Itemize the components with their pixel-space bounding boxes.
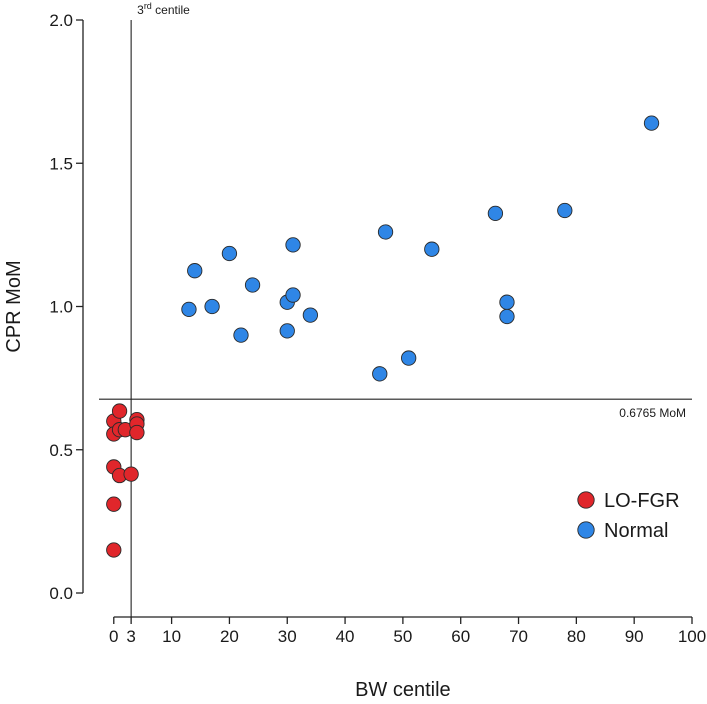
point-normal xyxy=(285,287,301,303)
point-normal xyxy=(372,366,388,382)
legend-marker-normal xyxy=(577,521,595,539)
x-ticks: 0 3 10 20 30 40 50 60 70 80 90 100 xyxy=(109,617,706,646)
point-normal xyxy=(643,115,660,131)
x-tick-label: 10 xyxy=(162,627,181,646)
y-tick-label: 0.0 xyxy=(49,584,73,603)
x-axis-title: BW centile xyxy=(355,679,451,701)
point-lo-fgr xyxy=(123,466,139,482)
y-tick-label: 0.5 xyxy=(49,441,73,460)
point-normal xyxy=(377,224,394,240)
third-centile-label: 3rd centile xyxy=(137,1,190,17)
legend: LO-FGR Normal xyxy=(577,490,680,542)
point-normal xyxy=(221,245,238,262)
point-normal xyxy=(302,307,319,323)
x-tick-label: 3 xyxy=(126,627,135,646)
point-lo-fgr xyxy=(129,424,145,441)
point-normal xyxy=(181,301,197,318)
point-normal xyxy=(279,323,295,339)
point-normal xyxy=(401,350,417,366)
y-ticks: 0.0 0.5 1.0 1.5 2.0 xyxy=(49,11,83,603)
x-tick-label: 30 xyxy=(278,627,297,646)
point-normal xyxy=(487,205,504,222)
data-points xyxy=(106,115,660,558)
point-normal xyxy=(187,263,203,279)
point-lo-fgr xyxy=(106,496,122,512)
y-tick-label: 1.0 xyxy=(49,298,73,317)
x-tick-label: 90 xyxy=(625,627,644,646)
legend-marker-lo-fgr xyxy=(577,491,595,509)
axes xyxy=(82,20,692,618)
x-tick-label: 80 xyxy=(567,627,586,646)
third-centile-label-rest: centile xyxy=(152,3,190,17)
point-lo-fgr xyxy=(106,542,122,558)
cutoff-mom-label: 0.6765 MoM xyxy=(619,406,686,420)
point-lo-fgr xyxy=(111,403,128,419)
point-normal xyxy=(244,277,261,293)
y-tick-label: 2.0 xyxy=(49,11,73,30)
point-normal xyxy=(204,298,220,315)
legend-label-lo-fgr: LO-FGR xyxy=(604,490,680,512)
x-tick-label: 50 xyxy=(393,627,412,646)
point-normal xyxy=(499,308,515,325)
point-normal xyxy=(233,327,249,343)
y-tick-label: 1.5 xyxy=(49,154,73,173)
point-normal xyxy=(499,294,515,310)
third-centile-label-base: 3 xyxy=(137,3,144,17)
x-tick-label: 60 xyxy=(451,627,470,646)
third-centile-label-sup: rd xyxy=(144,1,152,11)
x-tick-label: 20 xyxy=(220,627,239,646)
point-normal xyxy=(424,241,440,257)
x-tick-label: 0 xyxy=(109,627,118,646)
x-tick-label: 40 xyxy=(336,627,355,646)
legend-label-normal: Normal xyxy=(604,520,668,542)
x-tick-label: 70 xyxy=(509,627,528,646)
x-tick-label: 100 xyxy=(678,627,706,646)
point-normal xyxy=(557,202,573,219)
point-normal xyxy=(285,237,301,253)
y-axis-title: CPR MoM xyxy=(3,260,25,352)
